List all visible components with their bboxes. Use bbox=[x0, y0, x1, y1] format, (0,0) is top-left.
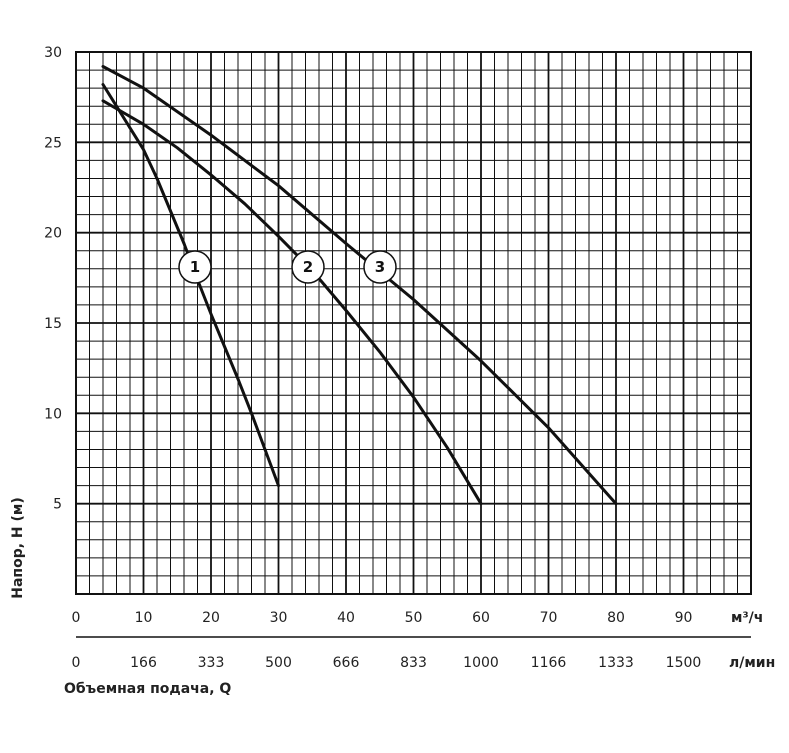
x2-axis-unit: л/мин bbox=[729, 655, 775, 671]
curve-label-circle bbox=[178, 250, 212, 284]
tick-labels: 5 10 15 20 25 30 0 10 20 30 40 50 60 70 80 90 0 166 333 500… bbox=[44, 45, 701, 671]
curve-label-circle bbox=[363, 250, 397, 284]
curve-label-circle bbox=[291, 250, 325, 284]
curve-2 bbox=[101, 99, 483, 506]
x-tick-label: 70 bbox=[540, 610, 558, 626]
x2-tick-label: 833 bbox=[400, 655, 427, 671]
x-tick-label: 60 bbox=[472, 610, 490, 626]
curve-1 bbox=[101, 83, 280, 488]
y-tick-label: 5 bbox=[53, 497, 62, 513]
y-tick-label: 25 bbox=[44, 135, 62, 151]
x-axis-unit: м³/ч bbox=[731, 610, 763, 626]
x2-tick-label: 1500 bbox=[666, 655, 702, 671]
y-tick-label: 30 bbox=[44, 45, 62, 61]
x2-tick-label: 1000 bbox=[463, 655, 499, 671]
curve-label-3: 3 bbox=[375, 258, 385, 276]
x-tick-label: 90 bbox=[675, 610, 693, 626]
curve-label-2: 2 bbox=[303, 258, 313, 276]
x-axis-title: Объемная подача, Q bbox=[64, 681, 231, 697]
y-tick-label: 20 bbox=[44, 226, 62, 242]
x-tick-label: 20 bbox=[202, 610, 220, 626]
y-tick-label: 10 bbox=[44, 406, 62, 422]
x-tick-label: 40 bbox=[337, 610, 355, 626]
grid bbox=[75, 51, 752, 595]
x2-tick-label: 166 bbox=[130, 655, 157, 671]
x-tick-label: 50 bbox=[405, 610, 423, 626]
x2-tick-label: 1333 bbox=[598, 655, 634, 671]
curve-label-1: 1 bbox=[190, 258, 200, 276]
x2-tick-label: 333 bbox=[198, 655, 225, 671]
y-tick-label: 15 bbox=[44, 316, 62, 332]
x-tick-label: 0 bbox=[72, 610, 81, 626]
plot-border bbox=[75, 51, 752, 595]
x-tick-label: 80 bbox=[607, 610, 625, 626]
x2-tick-label: 1166 bbox=[531, 655, 567, 671]
y-axis-title: Напор, H (м) bbox=[10, 497, 26, 599]
curve-labels: 1 2 3 bbox=[178, 250, 397, 284]
plot-frame bbox=[75, 51, 752, 638]
curve-3 bbox=[101, 65, 618, 506]
x2-tick-label: 500 bbox=[265, 655, 292, 671]
x2-tick-label: 666 bbox=[333, 655, 360, 671]
x2-tick-label: 0 bbox=[72, 655, 81, 671]
x-tick-label: 10 bbox=[135, 610, 153, 626]
x-tick-label: 30 bbox=[270, 610, 288, 626]
